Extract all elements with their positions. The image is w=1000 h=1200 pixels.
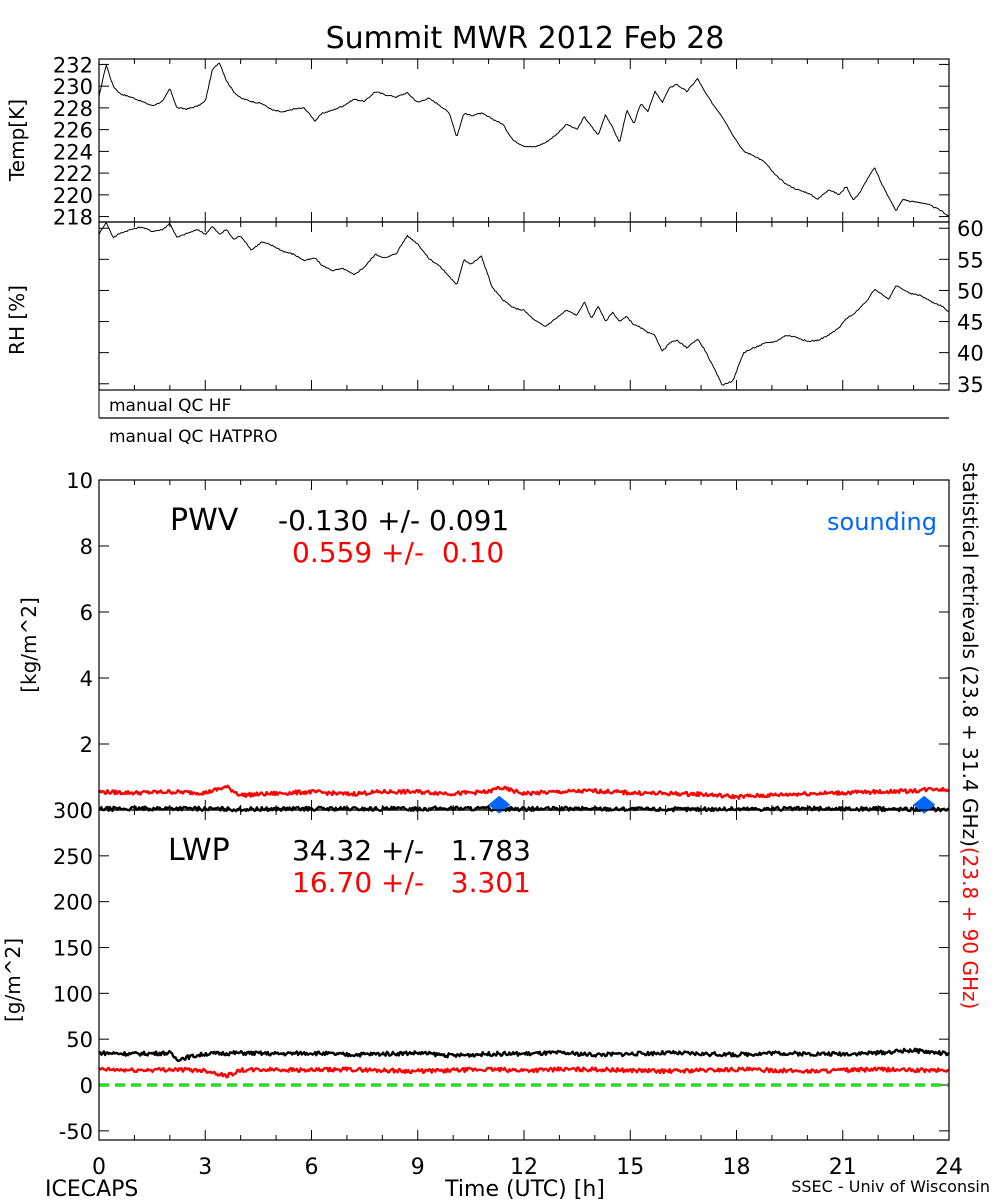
y-tick-label: 60 — [957, 217, 984, 241]
rh--line-series — [98, 221, 950, 386]
lwp-black-series — [98, 1047, 950, 1063]
pwv-red-series — [98, 784, 950, 800]
sounding-markers — [488, 795, 936, 814]
qc-strip: manual QC HF manual QC HATPRO — [98, 390, 949, 447]
x-tick-label: 3 — [198, 1155, 212, 1180]
x-tick-label: 15 — [616, 1155, 644, 1180]
y-tick-label: 200 — [53, 891, 93, 915]
pwv-ylabel: [kg/m^2] — [17, 597, 41, 693]
pwv-red-stat: 0.559 +/- 0.10 — [292, 536, 504, 569]
temperature-frame — [98, 58, 950, 223]
time-xlabel: Time (UTC) [h] — [444, 1177, 605, 1200]
y-tick-label: 232 — [53, 53, 93, 77]
y-tick-label: 150 — [53, 937, 93, 961]
y-tick-label: 50 — [66, 1028, 93, 1052]
y-tick-label: 55 — [957, 248, 984, 272]
temperature-ylabel: Temp[K] — [5, 99, 29, 182]
lwp-ylabel: [g/m^2] — [1, 938, 25, 1022]
y-tick-label: 230 — [53, 75, 93, 99]
qc-hatpro-label: manual QC HATPRO — [109, 427, 278, 447]
y-tick-label: 224 — [53, 140, 93, 164]
y-tick-label: 228 — [53, 97, 93, 121]
x-tick-label: 24 — [935, 1155, 963, 1180]
temperature-series — [98, 62, 950, 217]
y-tick-label: 6 — [80, 601, 93, 625]
lwp-panel: [g/m^2] -50 0 50 100 150 200 250 300 0 3 6 9 12 15 18… — [1, 799, 963, 1200]
pwv-panel: [kg/m^2] 0 2 4 6 8 10 PWV -0.130 +/- 0.091 0.… — [17, 469, 950, 823]
pwv-title: PWV — [170, 503, 239, 538]
y-tick-label: 35 — [957, 373, 984, 397]
right-retrieval-label: statistical retrievals (23.8 + 31.4 GHz)… — [958, 462, 982, 1009]
y-tick-label: 45 — [957, 311, 984, 335]
y-tick-label: 0 — [80, 1074, 93, 1098]
x-tick-label: 9 — [411, 1155, 425, 1180]
y-tick-label: 250 — [53, 845, 93, 869]
x-tick-label: 6 — [305, 1155, 319, 1180]
x-tick-label: 21 — [829, 1155, 857, 1180]
y-tick-label: 4 — [80, 667, 93, 691]
x-tick-label: 18 — [723, 1155, 751, 1180]
y-tick-label: 8 — [80, 535, 93, 559]
sounding-marker — [913, 795, 936, 814]
figure-title: Summit MWR 2012 Feb 28 — [326, 21, 725, 56]
footer-right: SSEC - Univ of Wisconsin — [791, 1177, 990, 1196]
sounding-marker — [488, 795, 511, 814]
y-tick-label: 222 — [53, 162, 93, 186]
lwp-black-stat: 34.32 +/- 1.783 — [292, 834, 531, 867]
y-tick-label: 100 — [53, 982, 93, 1006]
lwp-title: LWP — [168, 833, 230, 868]
y-tick-label: 10 — [66, 469, 93, 493]
temp-k--line-series — [98, 62, 950, 217]
lwp-frame — [98, 809, 950, 1141]
y-tick-label: 50 — [957, 279, 984, 303]
rh-panel: RH [%] 35 40 45 50 55 60 — [5, 217, 984, 397]
qc-hf-label: manual QC HF — [109, 396, 231, 416]
y-tick-label: 300 — [53, 799, 93, 823]
y-tick-label: 2 — [80, 733, 93, 757]
sounding-legend: sounding — [827, 508, 937, 536]
y-tick-label: 218 — [53, 206, 93, 230]
lwp-red-series — [98, 1066, 950, 1079]
rh-series — [98, 221, 950, 386]
y-tick-label: 40 — [957, 342, 984, 366]
lwp-y-ticks: -50 0 50 100 150 200 250 300 — [53, 799, 949, 1144]
rh-frame — [98, 221, 950, 391]
right-label-red: (23.8 + 90 GHz) — [958, 847, 982, 1009]
time-x-ticks: 0 3 6 9 12 15 18 21 24 — [92, 810, 963, 1180]
y-tick-label: 0 — [80, 799, 93, 823]
y-tick-label: 220 — [53, 184, 93, 208]
pwv-black-stat: -0.130 +/- 0.091 — [278, 504, 509, 537]
footer-left: ICECAPS — [45, 1177, 138, 1200]
rh-y-ticks: 35 40 45 50 55 60 — [99, 217, 984, 397]
right-label-black: statistical retrievals (23.8 + 31.4 GHz) — [958, 462, 982, 847]
lwp-series — [98, 1047, 950, 1087]
lwp-red-stat: 16.70 +/- 3.301 — [292, 866, 531, 899]
x-tick-label: 0 — [92, 1155, 106, 1180]
x-tick-label: 12 — [510, 1155, 538, 1180]
y-tick-label: 226 — [53, 119, 93, 143]
y-tick-label: -50 — [59, 1120, 93, 1144]
rh-ylabel: RH [%] — [5, 285, 29, 355]
